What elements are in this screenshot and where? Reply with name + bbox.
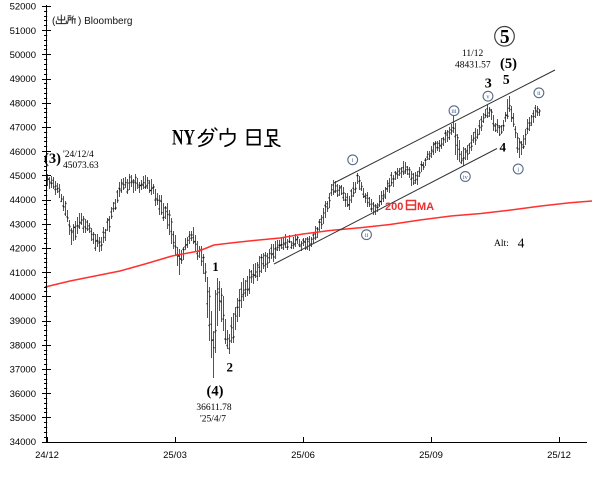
svg-text:'25/4/7: '25/4/7 <box>200 415 226 425</box>
svg-text:) Bloomberg: ) Bloomberg <box>78 16 132 27</box>
svg-text:44000: 44000 <box>10 195 36 206</box>
svg-text:3: 3 <box>485 77 492 92</box>
svg-text:MA: MA <box>417 201 434 213</box>
svg-text:45000: 45000 <box>10 171 36 182</box>
svg-text:49000: 49000 <box>10 74 36 85</box>
svg-text:37000: 37000 <box>10 365 36 376</box>
svg-text:i: i <box>352 157 354 164</box>
svg-text:25/12: 25/12 <box>547 450 571 461</box>
svg-text:52000: 52000 <box>10 2 36 13</box>
svg-text:50000: 50000 <box>10 50 36 61</box>
svg-text:48000: 48000 <box>10 98 36 109</box>
svg-text:40000: 40000 <box>10 292 36 303</box>
svg-text:45073.63: 45073.63 <box>63 161 99 171</box>
svg-text:11/12: 11/12 <box>462 49 484 59</box>
svg-text:42000: 42000 <box>10 244 36 255</box>
svg-text:(3): (3) <box>44 151 61 167</box>
svg-text:41000: 41000 <box>10 268 36 279</box>
svg-text:(5): (5) <box>500 56 517 72</box>
svg-text:ii: ii <box>365 232 369 239</box>
svg-text:2: 2 <box>226 360 233 375</box>
svg-text:39000: 39000 <box>10 316 36 327</box>
svg-text:47000: 47000 <box>10 123 36 134</box>
svg-text:43000: 43000 <box>10 219 36 230</box>
svg-text:25/06: 25/06 <box>291 450 315 461</box>
svg-text:36611.78: 36611.78 <box>196 403 232 413</box>
svg-text:24/12: 24/12 <box>35 450 59 461</box>
svg-text:5: 5 <box>503 72 510 87</box>
svg-text:iii: iii <box>451 108 456 115</box>
svg-text:(: ( <box>52 16 56 27</box>
svg-text:iv: iv <box>463 174 469 181</box>
svg-text:NY: NY <box>172 125 195 150</box>
svg-text:4: 4 <box>500 140 507 155</box>
svg-text:38000: 38000 <box>10 340 36 351</box>
svg-text:25/03: 25/03 <box>163 450 187 461</box>
svg-text:34000: 34000 <box>10 437 36 448</box>
svg-text:'24/12/4: '24/12/4 <box>63 150 94 160</box>
svg-text:(4): (4) <box>207 384 224 400</box>
svg-text:46000: 46000 <box>10 147 36 158</box>
svg-text:Alt:: Alt: <box>494 239 509 249</box>
svg-text:48431.57: 48431.57 <box>455 61 491 71</box>
svg-text:35000: 35000 <box>10 413 36 424</box>
svg-text:4: 4 <box>518 236 525 251</box>
svg-text:36000: 36000 <box>10 389 36 400</box>
svg-text:1: 1 <box>212 259 219 274</box>
svg-text:i: i <box>517 166 519 173</box>
svg-text:200: 200 <box>385 201 403 213</box>
svg-text:25/09: 25/09 <box>419 450 443 461</box>
svg-text:5: 5 <box>500 27 510 48</box>
svg-text:v: v <box>486 94 490 101</box>
svg-text:ii: ii <box>537 90 541 97</box>
svg-text:51000: 51000 <box>10 26 36 37</box>
